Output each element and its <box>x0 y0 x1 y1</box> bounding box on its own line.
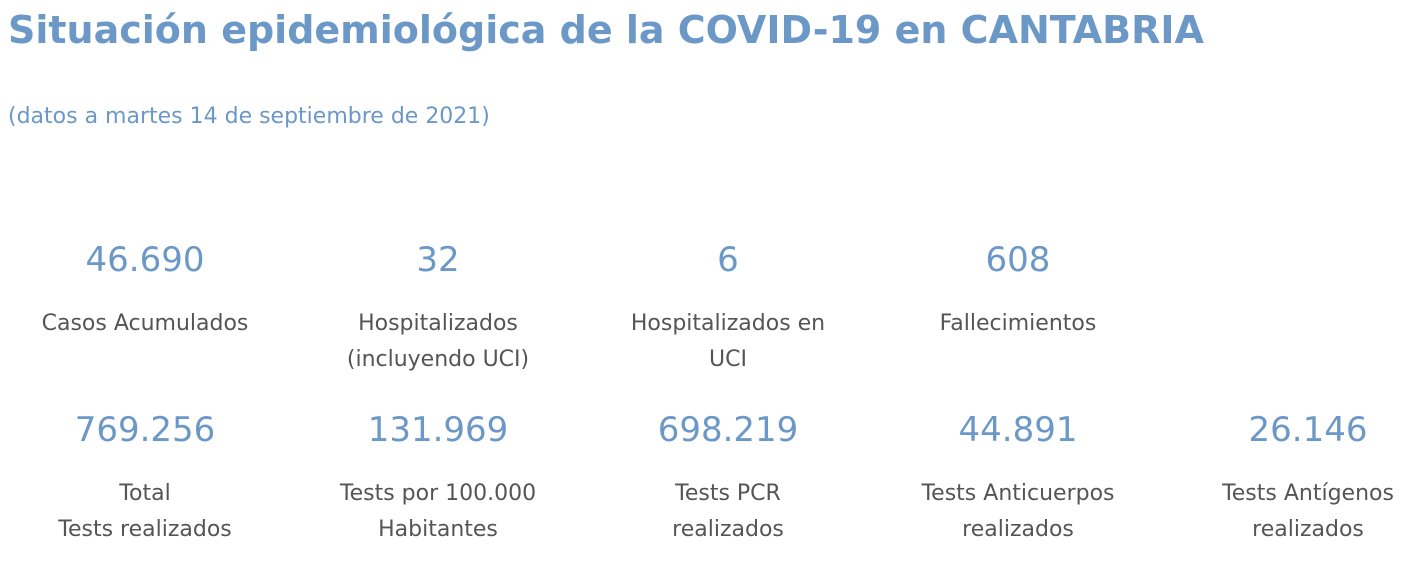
stat-label-line: UCI <box>709 347 747 372</box>
data-date-subtitle: (datos a martes 14 de septiembre de 2021… <box>8 104 490 129</box>
stat-label-line: (incluyendo UCI) <box>346 347 530 372</box>
stat-tests-anticuerpos: 44.891 Tests Anticuerpos realizados <box>873 410 1163 548</box>
stat-label-line: realizados <box>962 517 1074 542</box>
stat-hospitalizados-uci: 6 Hospitalizados en UCI <box>583 240 873 378</box>
stat-label-line: Tests por 100.000 <box>339 481 537 506</box>
stat-label-line: Hospitalizados en <box>630 311 826 336</box>
stat-label: Hospitalizados (incluyendo UCI) <box>293 306 583 378</box>
stat-label-line: Tests Anticuerpos <box>921 481 1115 506</box>
stat-tests-antigenos: 26.146 Tests Antígenos realizados <box>1163 410 1420 548</box>
stat-value: 26.146 <box>1248 410 1368 450</box>
stat-label-line: Tests realizados <box>58 517 232 542</box>
stat-label-line: realizados <box>672 517 784 542</box>
stat-casos-acumulados: 46.690 Casos Acumulados <box>0 240 290 342</box>
stat-hospitalizados: 32 Hospitalizados (incluyendo UCI) <box>293 240 583 378</box>
stat-value: 769.256 <box>74 410 216 450</box>
stat-label-line: realizados <box>1252 517 1364 542</box>
stat-value: 46.690 <box>85 240 205 280</box>
stat-value: 131.969 <box>367 410 509 450</box>
stat-label-line: Hospitalizados <box>358 311 518 336</box>
stat-value: 608 <box>985 240 1051 280</box>
stat-tests-por-100000: 131.969 Tests por 100.000 Habitantes <box>293 410 583 548</box>
stat-value: 6 <box>717 240 739 280</box>
stat-label-line: Fallecimientos <box>939 311 1097 336</box>
stat-value: 32 <box>416 240 460 280</box>
stat-total-tests: 769.256 Total Tests realizados <box>0 410 290 548</box>
stat-label-line: Total <box>119 481 171 506</box>
stat-label: Hospitalizados en UCI <box>583 306 873 378</box>
stat-label: Total Tests realizados <box>0 476 290 548</box>
page-title: Situación epidemiológica de la COVID-19 … <box>8 8 1204 52</box>
stat-label: Tests Anticuerpos realizados <box>873 476 1163 548</box>
stat-value: 698.219 <box>657 410 799 450</box>
stat-label-line: Tests PCR <box>675 481 781 506</box>
stat-label-line: Habitantes <box>378 517 498 542</box>
stat-label-line: Casos Acumulados <box>41 311 249 336</box>
stat-value: 44.891 <box>958 410 1078 450</box>
stat-fallecimientos: 608 Fallecimientos <box>873 240 1163 342</box>
stat-label: Tests por 100.000 Habitantes <box>293 476 583 548</box>
stat-label: Tests Antígenos realizados <box>1163 476 1420 548</box>
stat-label: Casos Acumulados <box>0 306 290 342</box>
stat-label-line: Tests Antígenos <box>1222 481 1394 506</box>
stat-label: Tests PCR realizados <box>583 476 873 548</box>
stat-label: Fallecimientos <box>873 306 1163 342</box>
stat-tests-pcr: 698.219 Tests PCR realizados <box>583 410 873 548</box>
